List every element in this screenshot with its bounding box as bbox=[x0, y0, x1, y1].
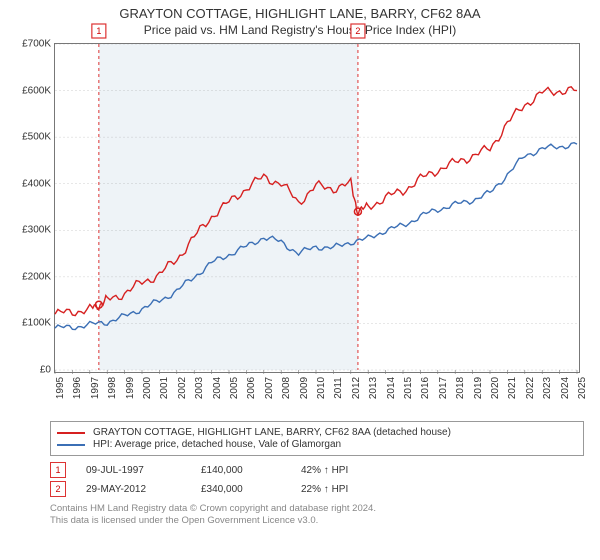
event-price: £140,000 bbox=[201, 465, 281, 476]
x-tick-label: 2005 bbox=[229, 377, 240, 399]
x-tick-label: 2010 bbox=[316, 377, 327, 399]
x-tick-label: 2022 bbox=[525, 377, 536, 399]
y-tick-label: £200K bbox=[22, 271, 51, 282]
y-tick-label: £600K bbox=[22, 85, 51, 96]
legend-label-hpi: HPI: Average price, detached house, Vale… bbox=[93, 439, 341, 450]
x-tick-label: 1997 bbox=[90, 377, 101, 399]
x-tick-label: 2023 bbox=[542, 377, 553, 399]
x-tick-label: 2021 bbox=[507, 377, 518, 399]
x-tick-label: 2017 bbox=[438, 377, 449, 399]
event-marker-icon: 1 bbox=[50, 462, 66, 478]
attribution-line-2: This data is licensed under the Open Gov… bbox=[50, 515, 584, 527]
svg-text:2: 2 bbox=[355, 26, 360, 36]
x-tick-label: 2011 bbox=[333, 377, 344, 399]
y-tick-label: £500K bbox=[22, 132, 51, 143]
x-tick-label: 1999 bbox=[125, 377, 136, 399]
x-tick-label: 2014 bbox=[386, 377, 397, 399]
event-table: 1 09-JUL-1997 £140,000 42% ↑ HPI 2 29-MAY-201… bbox=[50, 462, 584, 497]
event-row: 2 29-MAY-2012 £340,000 22% ↑ HPI bbox=[50, 481, 584, 497]
x-tick-label: 2003 bbox=[194, 377, 205, 399]
x-tick-label: 2008 bbox=[281, 377, 292, 399]
x-tick-label: 2001 bbox=[159, 377, 170, 399]
y-tick-label: £400K bbox=[22, 178, 51, 189]
legend-label-property: GRAYTON COTTAGE, HIGHLIGHT LANE, BARRY, … bbox=[93, 427, 451, 438]
attribution-line-1: Contains HM Land Registry data © Crown c… bbox=[50, 503, 584, 515]
chart-title: GRAYTON COTTAGE, HIGHLIGHT LANE, BARRY, … bbox=[10, 6, 590, 21]
x-tick-label: 2006 bbox=[246, 377, 257, 399]
x-tick-label: 2015 bbox=[403, 377, 414, 399]
x-tick-label: 2016 bbox=[420, 377, 431, 399]
x-tick-label: 2025 bbox=[577, 377, 588, 399]
x-tick-label: 2012 bbox=[351, 377, 362, 399]
y-tick-label: £300K bbox=[22, 225, 51, 236]
chart-svg: 12 bbox=[55, 44, 355, 194]
plot-area: £0£100K£200K£300K£400K£500K£600K£700K 19… bbox=[54, 43, 580, 373]
x-tick-label: 2000 bbox=[142, 377, 153, 399]
y-tick-label: £700K bbox=[22, 39, 51, 50]
x-tick-label: 1998 bbox=[107, 377, 118, 399]
x-tick-label: 2009 bbox=[299, 377, 310, 399]
legend-swatch-hpi bbox=[57, 444, 85, 446]
event-date: 29-MAY-2012 bbox=[86, 484, 181, 495]
x-tick-label: 2002 bbox=[177, 377, 188, 399]
svg-text:1: 1 bbox=[96, 26, 101, 36]
x-tick-label: 2007 bbox=[264, 377, 275, 399]
x-tick-label: 2013 bbox=[368, 377, 379, 399]
x-tick-label: 2004 bbox=[212, 377, 223, 399]
y-tick-label: £100K bbox=[22, 318, 51, 329]
x-tick-label: 2024 bbox=[560, 377, 571, 399]
legend-row-hpi: HPI: Average price, detached house, Vale… bbox=[57, 439, 577, 450]
event-price: £340,000 bbox=[201, 484, 281, 495]
y-tick-label: £0 bbox=[40, 365, 51, 376]
legend: GRAYTON COTTAGE, HIGHLIGHT LANE, BARRY, … bbox=[50, 421, 584, 456]
x-tick-label: 2018 bbox=[455, 377, 466, 399]
x-tick-label: 1996 bbox=[72, 377, 83, 399]
event-delta: 42% ↑ HPI bbox=[301, 465, 348, 476]
event-delta: 22% ↑ HPI bbox=[301, 484, 348, 495]
event-date: 09-JUL-1997 bbox=[86, 465, 181, 476]
legend-row-property: GRAYTON COTTAGE, HIGHLIGHT LANE, BARRY, … bbox=[57, 427, 577, 438]
x-tick-label: 2019 bbox=[473, 377, 484, 399]
x-tick-label: 1995 bbox=[55, 377, 66, 399]
attribution: Contains HM Land Registry data © Crown c… bbox=[50, 503, 584, 528]
event-row: 1 09-JUL-1997 £140,000 42% ↑ HPI bbox=[50, 462, 584, 478]
legend-swatch-property bbox=[57, 432, 85, 434]
event-marker-icon: 2 bbox=[50, 481, 66, 497]
x-tick-label: 2020 bbox=[490, 377, 501, 399]
